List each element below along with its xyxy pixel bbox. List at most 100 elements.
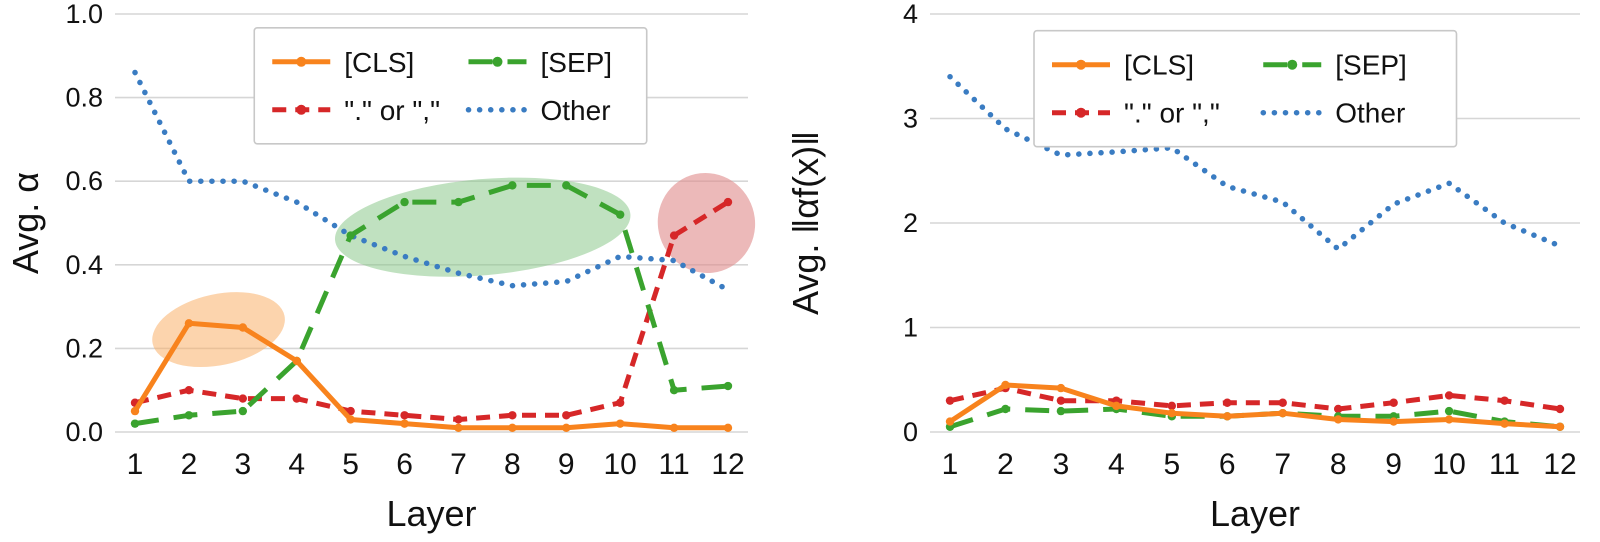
y-tick-label: 0.8 — [65, 83, 103, 113]
x-axis-label: Layer — [386, 493, 476, 534]
data-point-marker — [615, 398, 625, 407]
legend-label: Other — [1335, 98, 1405, 129]
x-tick-label: 2 — [181, 448, 198, 481]
x-tick-label: 12 — [1543, 448, 1576, 481]
legend-box — [253, 26, 648, 145]
data-point-marker — [1555, 404, 1565, 414]
data-point-marker — [562, 423, 571, 433]
data-point-marker — [1056, 383, 1066, 393]
data-point-marker — [238, 323, 248, 332]
x-tick-label: 2 — [997, 448, 1014, 481]
data-point-marker — [292, 394, 301, 403]
data-point-marker — [945, 396, 955, 405]
x-tick-label: 4 — [1108, 448, 1125, 481]
data-point-marker — [1056, 396, 1066, 405]
series-line-other — [132, 69, 731, 293]
left-chart-panel-avg-alpha: 0.0 0.2 0.4 0.6 0.8 1.0 1 2 3 4 5 6 7 8 9 10 11 12 Layer Av… — [0, 0, 780, 542]
legend-label: Other — [540, 95, 610, 126]
data-point-marker — [400, 419, 409, 428]
data-point-marker — [1444, 391, 1454, 400]
data-point-marker — [346, 231, 355, 240]
data-point-marker — [130, 419, 140, 428]
legend-sample-marker — [296, 104, 307, 115]
series-line-other — [947, 73, 1563, 252]
data-point-marker — [508, 411, 517, 420]
x-tick-label: 9 — [1385, 448, 1402, 481]
data-point-marker — [1444, 406, 1454, 416]
data-point-marker — [346, 406, 355, 416]
highlight-ellipse — [334, 177, 631, 277]
data-point-marker — [454, 423, 463, 433]
y-tick-label: 0 — [903, 417, 918, 447]
data-point-marker — [615, 419, 625, 428]
legend-label: [CLS] — [344, 47, 414, 78]
x-tick-label: 8 — [504, 448, 521, 481]
data-point-marker — [1001, 380, 1010, 390]
data-point-marker — [1223, 412, 1232, 421]
right-chart-panel-avg-norm: 0 1 2 3 4 1 2 3 4 5 6 7 8 9 10 11 12 Layer Avg. ‖αf(x)‖ [CL… — [780, 0, 1600, 542]
y-tick-label: 3 — [903, 104, 918, 134]
series-line-cls — [948, 382, 1561, 430]
y-tick-label: 2 — [903, 208, 918, 238]
data-point-marker — [669, 423, 679, 433]
y-tick-label: 0.0 — [65, 417, 103, 447]
y-tick-label: 1 — [903, 313, 918, 343]
series-line-sep — [949, 406, 1561, 430]
x-tick-label: 3 — [1053, 448, 1070, 481]
legend-sample-marker — [492, 56, 503, 67]
x-tick-label: 6 — [396, 448, 413, 481]
y-tick-label: 1.0 — [65, 0, 103, 29]
series-line-cls — [132, 320, 728, 431]
data-point-marker — [669, 231, 679, 240]
data-point-marker — [1056, 406, 1066, 416]
data-point-marker — [669, 386, 679, 395]
series-line-or — [949, 385, 1561, 412]
x-tick-label: 10 — [1432, 448, 1465, 481]
data-point-marker — [1223, 398, 1232, 407]
x-tick-label: 11 — [1489, 448, 1520, 481]
legend-label: "." or "," — [344, 95, 440, 126]
data-point-marker — [615, 210, 625, 219]
data-point-marker — [723, 423, 733, 433]
x-tick-label: 1 — [942, 448, 959, 481]
data-point-marker — [1167, 401, 1177, 411]
data-point-marker — [238, 406, 248, 416]
data-point-marker — [400, 197, 409, 207]
data-point-marker — [562, 411, 571, 420]
y-axis-label: Avg. α — [5, 172, 46, 274]
series-line-sep — [134, 182, 729, 427]
legend-box — [1033, 29, 1458, 148]
legend-sample-marker — [1287, 59, 1298, 70]
y-tick-label: 0.6 — [65, 166, 103, 196]
x-tick-label: 7 — [1274, 448, 1291, 481]
x-tick-label: 9 — [558, 448, 575, 481]
data-point-marker — [1500, 419, 1509, 428]
x-tick-label: 8 — [1330, 448, 1347, 481]
x-tick-label: 10 — [603, 448, 636, 481]
x-tick-label: 11 — [659, 448, 690, 481]
legend-label: [SEP] — [1335, 50, 1407, 81]
data-point-marker — [1112, 401, 1121, 411]
data-point-marker — [1444, 415, 1454, 424]
data-point-marker — [1389, 398, 1398, 407]
data-point-marker — [1001, 404, 1010, 414]
y-tick-label: 4 — [903, 0, 918, 29]
data-point-marker — [562, 181, 571, 190]
x-tick-label: 3 — [234, 448, 251, 481]
data-point-marker — [1333, 404, 1343, 414]
legend-sample-marker — [1076, 107, 1086, 118]
data-point-marker — [508, 423, 517, 433]
x-tick-label: 5 — [1163, 448, 1180, 481]
x-tick-label: 4 — [288, 448, 305, 481]
data-point-marker — [184, 386, 194, 395]
y-tick-label: 0.4 — [65, 250, 103, 280]
x-tick-label: 5 — [342, 448, 359, 481]
data-point-marker — [184, 319, 194, 328]
highlight-ellipse — [152, 292, 285, 368]
x-tick-label: 7 — [450, 448, 467, 481]
data-point-marker — [945, 417, 955, 426]
avg-alpha-chart-svg: 0.00.20.40.60.81.01 2 3 4 5 6 7 8 9 10 11 12LayerAv… — [0, 0, 780, 542]
data-point-marker — [723, 197, 733, 207]
legend-sample-marker — [1076, 59, 1086, 70]
